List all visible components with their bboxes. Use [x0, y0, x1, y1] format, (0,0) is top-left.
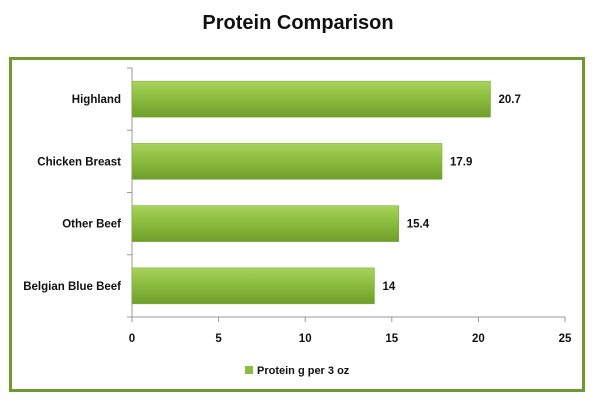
bar	[131, 80, 491, 118]
legend-label: Protein g per 3 oz	[257, 365, 350, 377]
data-label: 17.9	[450, 156, 472, 168]
category-label: Belgian Blue Beef	[23, 281, 121, 293]
category-label: Highland	[72, 94, 121, 106]
bar	[131, 143, 443, 180]
bar	[131, 267, 375, 305]
x-tick-label: 25	[559, 333, 572, 345]
legend-swatch	[245, 366, 253, 374]
x-tick-label: 10	[299, 333, 312, 345]
x-tick-label: 0	[129, 333, 135, 345]
x-tick-label: 5	[215, 333, 222, 345]
chart-title: Protein Comparison	[202, 12, 394, 34]
x-tick-label: 20	[472, 333, 485, 345]
data-label: 14	[382, 281, 395, 293]
x-tick-label: 15	[385, 333, 398, 345]
bar	[131, 205, 399, 242]
category-label: Other Beef	[62, 219, 121, 231]
category-label: Chicken Breast	[37, 156, 121, 168]
data-label: 15.4	[407, 219, 430, 231]
data-label: 20.7	[499, 94, 521, 106]
